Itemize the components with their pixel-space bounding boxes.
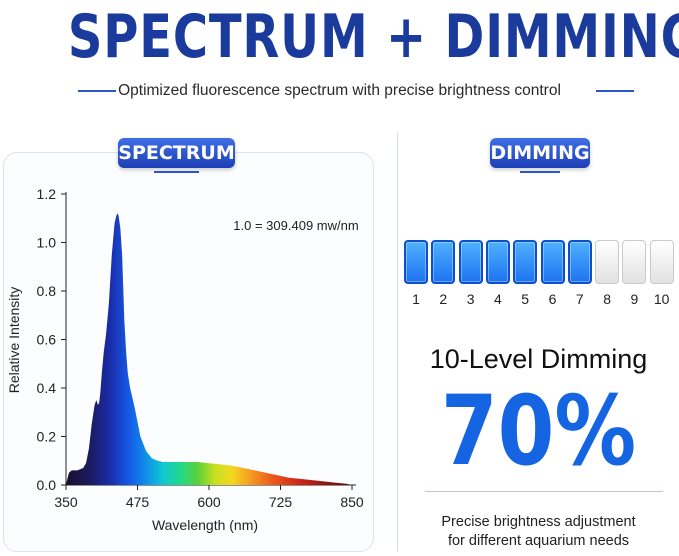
chart-annotation: 1.0 = 309.409 mw/nm bbox=[233, 218, 358, 233]
y-tick-label: 1.2 bbox=[37, 186, 57, 202]
dimming-description-line-1: Precise brightness adjustment bbox=[441, 514, 636, 530]
dimming-divider bbox=[425, 491, 663, 492]
dimming-badge: DIMMING bbox=[490, 138, 590, 168]
page-title: SPECTRUM + DIMMING bbox=[67, 2, 679, 72]
dimming-level-number: 9 bbox=[630, 291, 639, 307]
dimming-level-number: 2 bbox=[439, 291, 448, 307]
subtitle-row: Optimized fluorescence spectrum with pre… bbox=[0, 80, 679, 102]
spectrum-badge: SPECTRUM bbox=[118, 138, 235, 168]
subtitle-line-right bbox=[596, 90, 634, 92]
y-tick-label: 0.8 bbox=[37, 283, 57, 299]
spectrum-chart: 0.0 0.2 0.4 0.6 0.8 1.0 1.2 350 475 600 725 850 Rel… bbox=[6, 186, 364, 533]
y-tick-label: 0.2 bbox=[37, 429, 57, 445]
spectrum-area bbox=[66, 213, 352, 485]
dimming-level-6 bbox=[540, 240, 565, 284]
dimming-level-4 bbox=[485, 240, 510, 284]
dimming-level-10 bbox=[649, 240, 674, 284]
spectrum-badge-underline bbox=[154, 171, 199, 173]
x-axis-label: Wavelength (nm) bbox=[152, 517, 258, 533]
dimming-level-3 bbox=[458, 240, 483, 284]
dimming-level-number: 8 bbox=[603, 291, 611, 307]
dimming-level-5 bbox=[513, 240, 538, 284]
dimming-level-bar bbox=[404, 240, 679, 286]
x-tick-label: 725 bbox=[269, 494, 293, 510]
dimming-badge-underline bbox=[520, 171, 560, 173]
dimming-level-number: 5 bbox=[521, 291, 530, 307]
dimming-level-8 bbox=[595, 240, 620, 284]
dimming-level-number: 6 bbox=[548, 291, 557, 307]
section-divider bbox=[397, 132, 398, 552]
dimming-level-2 bbox=[431, 240, 456, 284]
dimming-percent: 70% bbox=[440, 375, 637, 487]
y-axis-label: Relative Intensity bbox=[6, 287, 22, 394]
dimming-level-9 bbox=[622, 240, 647, 284]
y-tick-label: 0.4 bbox=[37, 380, 57, 396]
dimming-description: Precise brightness adjustment for differ… bbox=[398, 513, 679, 551]
subtitle-line-left bbox=[78, 90, 116, 92]
y-tick-label: 0.6 bbox=[37, 332, 57, 348]
subtitle: Optimized fluorescence spectrum with pre… bbox=[118, 82, 561, 99]
x-tick-label: 350 bbox=[54, 494, 78, 510]
dimming-level-number: 10 bbox=[653, 291, 670, 307]
dimming-level-number: 1 bbox=[412, 291, 420, 307]
dimming-level-1 bbox=[404, 240, 428, 284]
dimming-description-line-2: for different aquarium needs bbox=[447, 533, 630, 549]
x-tick-label: 475 bbox=[126, 494, 150, 510]
x-tick-label: 600 bbox=[197, 494, 221, 510]
dimming-title: 10-Level Dimming bbox=[429, 344, 648, 374]
y-tick-label: 0.0 bbox=[37, 477, 57, 493]
dimming-level-number: 3 bbox=[466, 291, 475, 307]
x-tick-label: 850 bbox=[340, 494, 364, 510]
y-tick-label: 1.0 bbox=[37, 235, 57, 251]
dimming-level-7 bbox=[567, 240, 592, 284]
dimming-level-number: 7 bbox=[575, 291, 584, 307]
dimming-level-number: 4 bbox=[493, 291, 502, 307]
